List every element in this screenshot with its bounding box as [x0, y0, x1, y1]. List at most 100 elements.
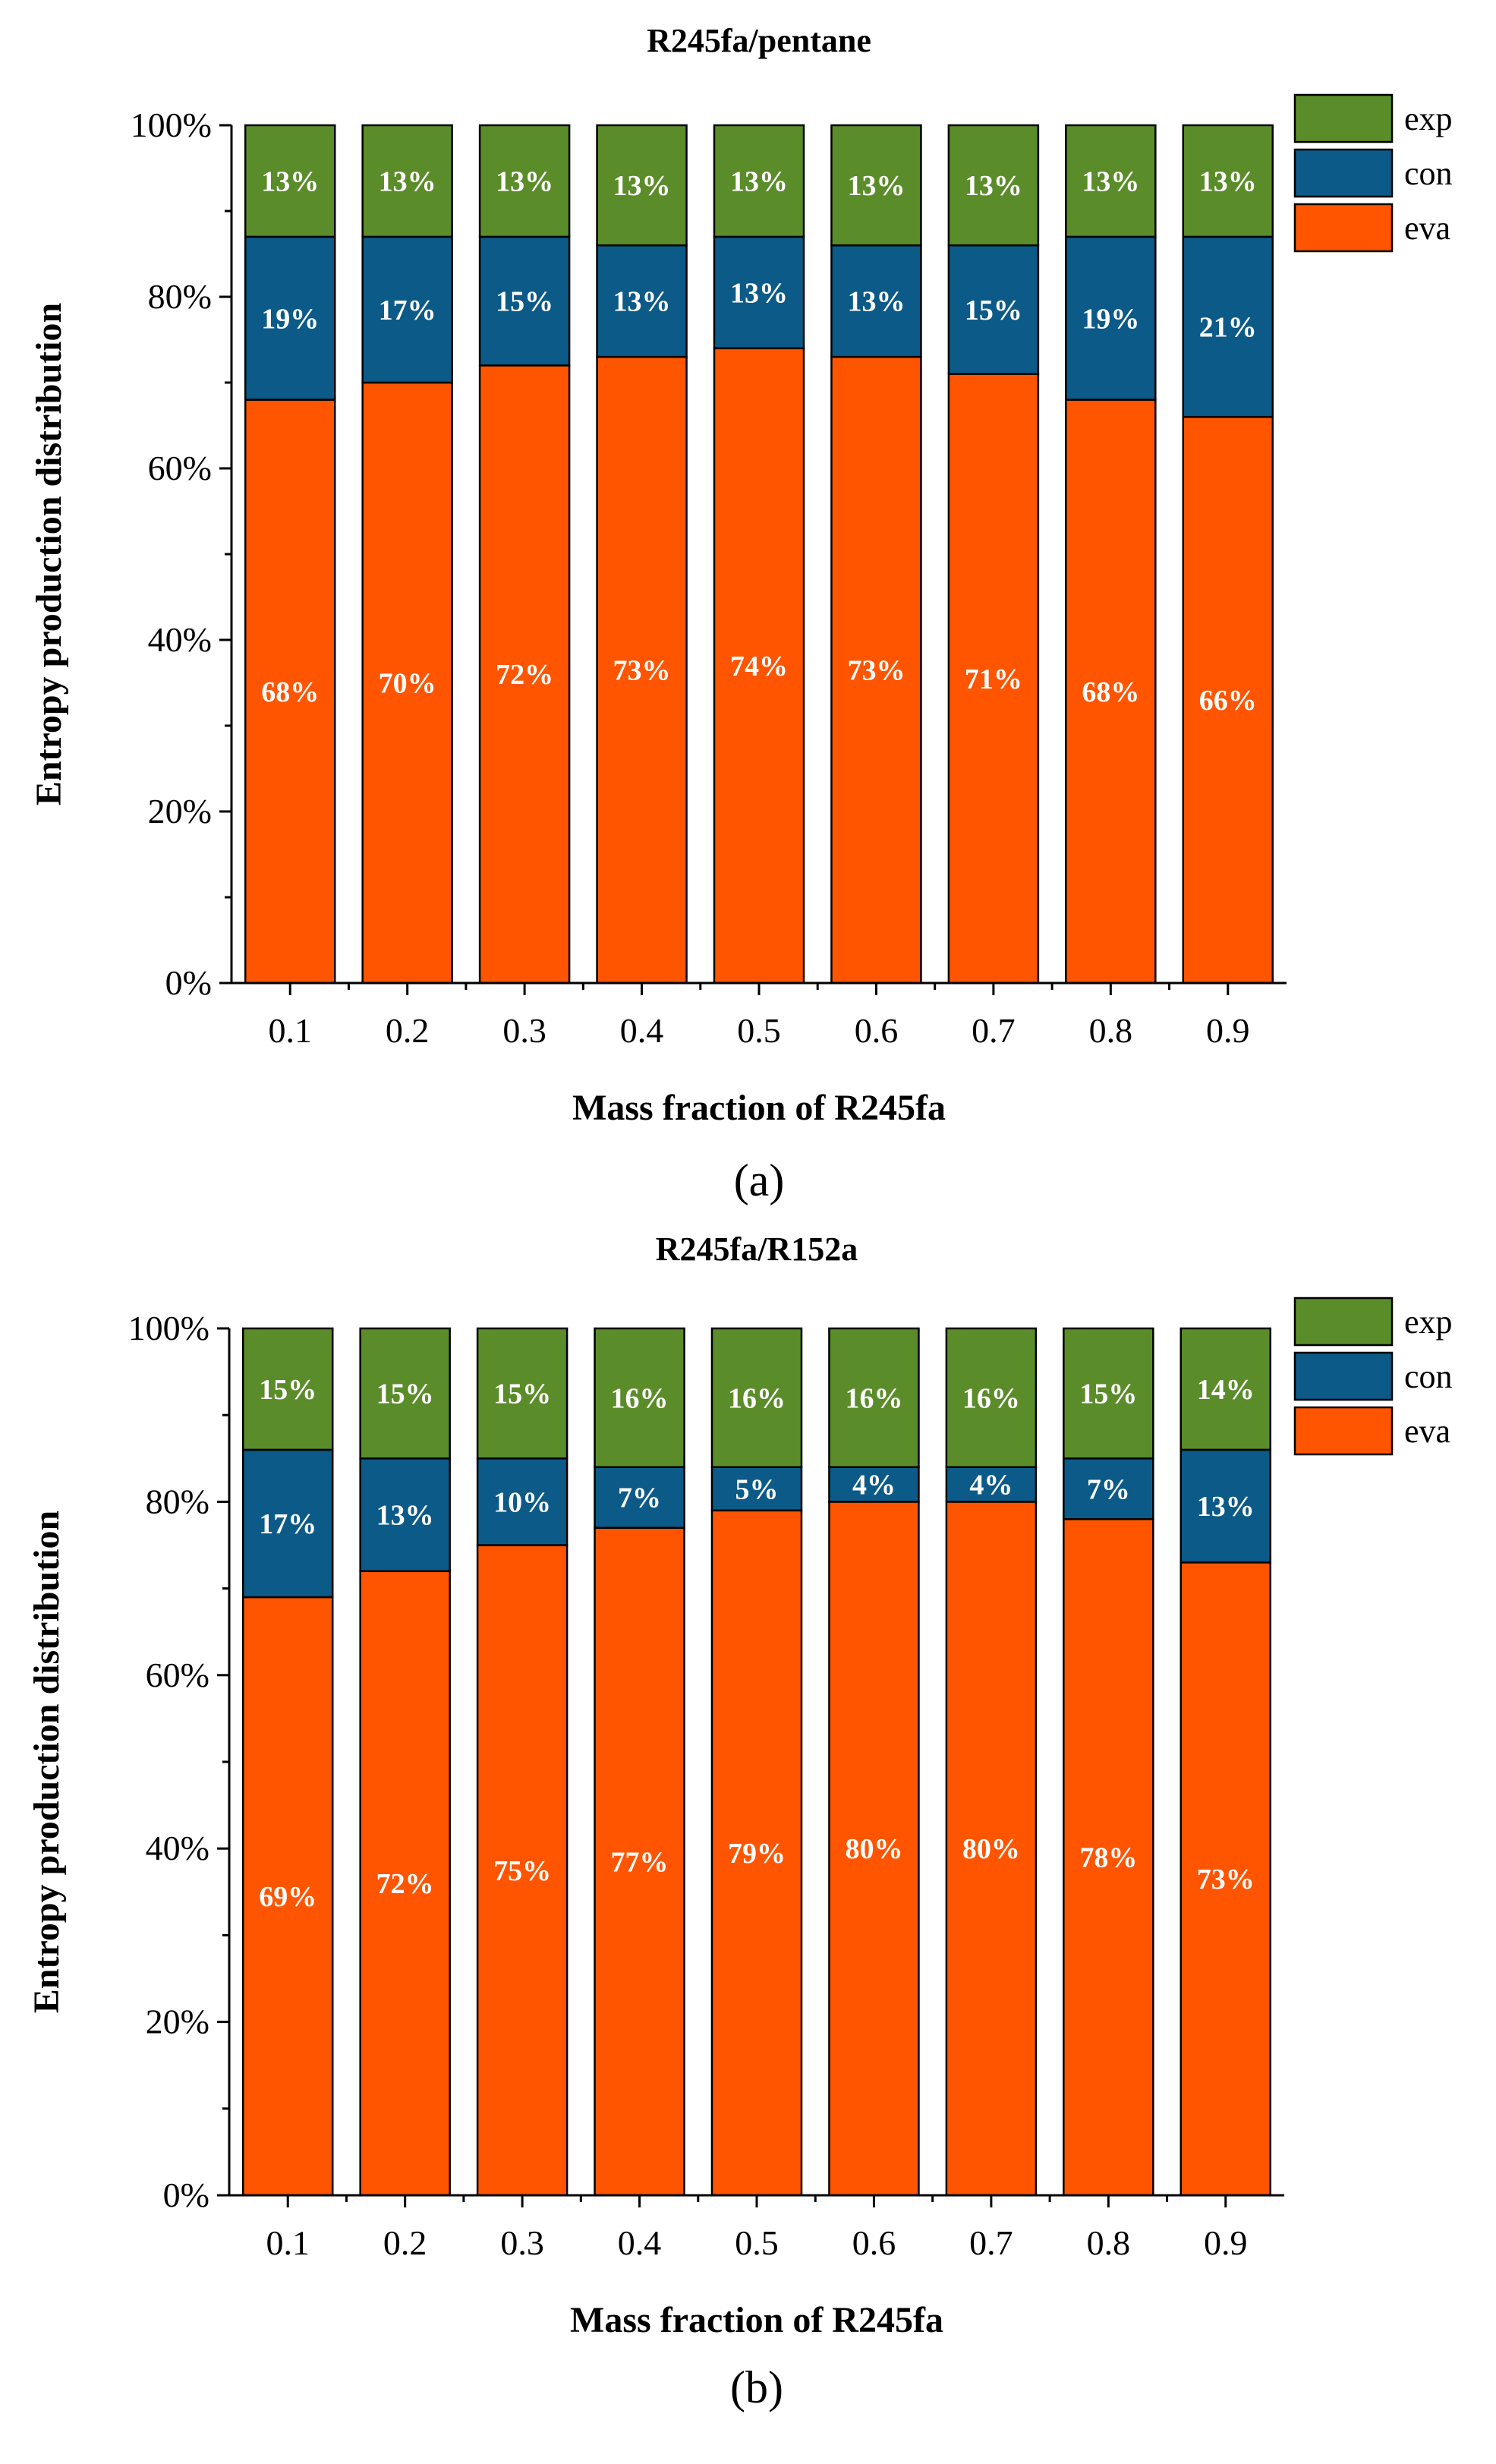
data-label-con: 4% [969, 1470, 1013, 1501]
legend-label-con: con [1404, 1358, 1453, 1395]
data-label-eva: 74% [730, 651, 788, 682]
chart-title: R245fa/pentane [647, 22, 871, 59]
x-tick-label: 0.8 [1089, 1011, 1133, 1050]
bar-con-0.3 [478, 235, 571, 367]
data-label-eva: 80% [962, 1833, 1020, 1865]
bar-con-0.4 [594, 1466, 685, 1529]
data-label-exp: 13% [730, 165, 788, 197]
data-label-con: 13% [1197, 1491, 1255, 1523]
bar-exp-0.1 [241, 1327, 334, 1451]
bar-con-0.6 [828, 1466, 920, 1503]
x-tick-label: 0.6 [852, 2223, 896, 2262]
bar-exp-0.1 [244, 124, 336, 238]
x-tick-label: 0.9 [1204, 2223, 1248, 2262]
y-axis-label: Entropy production distribution [29, 303, 69, 805]
y-tick-label: 20% [146, 2002, 209, 2041]
x-tick-label: 0.3 [500, 2223, 544, 2262]
data-label-exp: 16% [962, 1382, 1020, 1414]
data-label-eva: 68% [1082, 676, 1139, 708]
y-tick-label: 40% [146, 1829, 209, 1867]
x-tick-label: 0.2 [386, 1011, 430, 1050]
legend-swatch-eva [1293, 1406, 1394, 1456]
y-tick-label: 40% [148, 620, 212, 659]
legend-label-exp: exp [1404, 100, 1453, 137]
bar-exp-0.2 [359, 1327, 451, 1460]
data-label-eva: 73% [1197, 1864, 1255, 1895]
bar-exp-0.4 [596, 124, 688, 247]
y-tick-label: 80% [148, 277, 212, 316]
data-label-exp: 15% [1079, 1379, 1137, 1410]
bar-eva-0.7 [945, 1501, 1038, 2197]
data-label-exp: 13% [613, 170, 671, 202]
bar-exp-0.7 [945, 1327, 1038, 1468]
bar-eva-0.4 [596, 355, 688, 985]
bar-con-0.3 [476, 1457, 568, 1546]
panel-label: (a) [734, 1155, 785, 1205]
x-tick-label: 0.7 [972, 1011, 1016, 1050]
bar-con-0.1 [241, 1448, 334, 1599]
bar-con-0.1 [244, 235, 336, 401]
bar-exp-0.3 [478, 124, 571, 238]
data-label-exp: 16% [845, 1382, 902, 1414]
legend-label-exp: exp [1404, 1303, 1453, 1341]
data-label-con: 15% [496, 286, 553, 318]
legend-swatch-eva [1293, 203, 1394, 253]
bar-exp-0.5 [710, 1327, 803, 1468]
bar-eva-0.2 [361, 381, 453, 985]
data-label-con: 10% [493, 1486, 551, 1518]
y-tick-label: 100% [131, 106, 212, 144]
legend-label-con: con [1404, 155, 1453, 192]
data-label-eva: 66% [1199, 685, 1257, 717]
chart-panel-a: R245fa/pentane 68% 19% 13% 70% 17% 13% 72% 15% 13… [29, 22, 1453, 1205]
bar-con-0.6 [830, 244, 922, 358]
bar-exp-0.4 [594, 1327, 685, 1468]
data-label-eva: 71% [965, 663, 1022, 695]
data-label-eva: 73% [613, 655, 671, 687]
bar-eva-0.1 [244, 399, 336, 985]
data-label-exp: 13% [1199, 165, 1257, 197]
bar-con-0.9 [1179, 1448, 1272, 1564]
data-label-con: 4% [852, 1470, 896, 1501]
data-label-eva: 79% [728, 1838, 786, 1870]
bar-exp-0.8 [1065, 124, 1157, 238]
bar-con-0.7 [945, 1466, 1038, 1503]
data-label-con: 13% [376, 1500, 434, 1532]
x-tick-label: 0.4 [618, 2223, 662, 2262]
y-tick-label: 60% [148, 449, 212, 487]
x-tick-label: 0.2 [383, 2223, 427, 2262]
y-tick-label: 60% [146, 1656, 209, 1694]
bar-exp-0.7 [947, 124, 1040, 247]
bar-exp-0.9 [1179, 1327, 1272, 1451]
bar-con-0.5 [710, 1466, 803, 1512]
bar-eva-0.3 [476, 1544, 568, 2197]
data-label-exp: 13% [379, 165, 436, 197]
data-label-eva: 77% [611, 1846, 669, 1878]
data-label-con: 7% [618, 1482, 661, 1514]
bar-eva-0.6 [830, 355, 922, 985]
chart-panel-b: R245fa/R152a 69% 17% 15% 72% 13% 15% 75% 10% 15% 7… [27, 1230, 1453, 2412]
x-axis-label: Mass fraction of R245fa [572, 1088, 946, 1128]
data-label-con: 7% [1087, 1473, 1130, 1505]
legend-swatch-con [1293, 148, 1394, 198]
bar-con-0.4 [596, 244, 688, 358]
bar-con-0.7 [947, 244, 1040, 375]
data-label-eva: 80% [845, 1833, 902, 1865]
y-tick-label: 0% [163, 2176, 209, 2214]
x-tick-label: 0.9 [1206, 1011, 1250, 1050]
bar-exp-0.8 [1063, 1327, 1154, 1460]
y-tick-label: 0% [165, 963, 212, 1002]
data-label-con: 15% [965, 295, 1022, 326]
x-tick-label: 0.5 [735, 2223, 779, 2262]
x-tick-label: 0.1 [266, 2223, 310, 2262]
data-label-con: 13% [847, 286, 905, 318]
bar-exp-0.9 [1182, 124, 1274, 238]
bar-eva-0.1 [241, 1596, 334, 2197]
data-label-eva: 72% [376, 1868, 434, 1900]
x-tick-label: 0.4 [620, 1011, 664, 1050]
data-label-eva: 75% [493, 1855, 551, 1887]
data-label-exp: 13% [847, 170, 905, 202]
data-label-con: 13% [730, 277, 788, 309]
data-label-exp: 14% [1197, 1374, 1255, 1406]
data-label-exp: 13% [496, 165, 553, 197]
data-label-exp: 13% [965, 170, 1022, 202]
